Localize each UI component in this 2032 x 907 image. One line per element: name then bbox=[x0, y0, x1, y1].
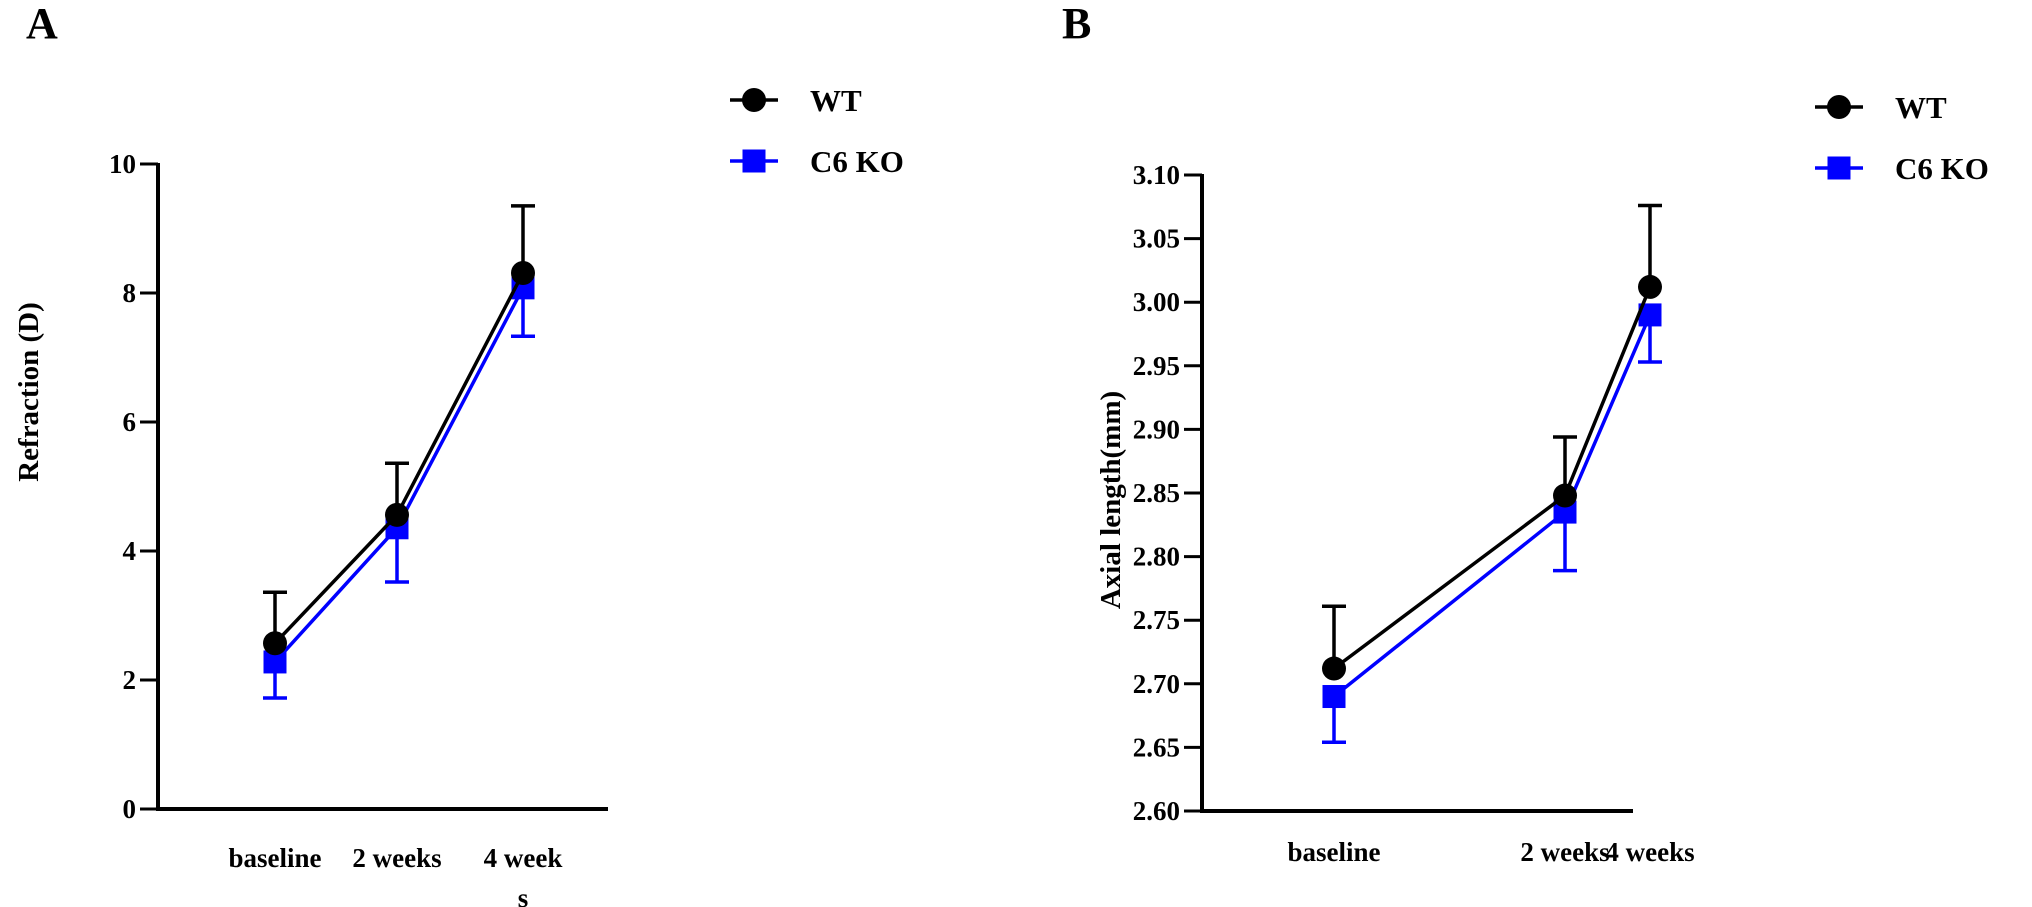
y-tick-label: 2.85 bbox=[1133, 478, 1180, 508]
legend-marker-square-icon bbox=[1827, 156, 1851, 180]
y-axis-title: Axial length(mm) bbox=[1095, 391, 1127, 609]
y-tick-label: 10 bbox=[109, 149, 136, 179]
panel-label-b: B bbox=[1062, 0, 1091, 48]
x-tick-label: 4 week bbox=[484, 843, 563, 873]
y-axis-title: Refraction (D) bbox=[13, 302, 45, 482]
data-point-wt bbox=[385, 502, 409, 527]
y-tick-label: 6 bbox=[123, 407, 137, 437]
y-tick-label: 2.80 bbox=[1133, 542, 1180, 572]
y-tick-label: 3.00 bbox=[1133, 287, 1180, 317]
legend-label: WT bbox=[1895, 90, 1947, 125]
y-tick-label: 8 bbox=[123, 278, 137, 308]
data-point-wt bbox=[263, 631, 287, 656]
data-point-c6-ko bbox=[1638, 303, 1662, 327]
y-tick-label: 2.90 bbox=[1133, 414, 1180, 444]
data-point-wt bbox=[1553, 483, 1577, 508]
x-tick-label: s bbox=[518, 883, 529, 907]
data-point-wt bbox=[1322, 656, 1346, 681]
y-tick-label: 2.60 bbox=[1133, 796, 1180, 826]
y-tick-label: 2 bbox=[123, 665, 137, 695]
data-point-wt bbox=[511, 261, 535, 286]
data-point-c6-ko bbox=[1553, 500, 1577, 524]
data-point-wt bbox=[1638, 274, 1662, 299]
y-tick-label: 2.65 bbox=[1133, 732, 1180, 762]
x-tick-label: 2 weeks bbox=[1520, 837, 1609, 867]
legend-marker-circle-icon bbox=[742, 88, 766, 112]
series-line-c6-ko bbox=[1332, 314, 1652, 698]
data-point-c6-ko bbox=[263, 650, 287, 674]
chart-a-refraction: 0 2 4 6 8 10 Refraction (D) baseline 2 weeks 4 we… bbox=[13, 83, 904, 907]
series-line-wt bbox=[1332, 286, 1652, 670]
x-tick-label: baseline bbox=[228, 843, 321, 873]
chart-b-axial-length: 2.60 2.65 2.70 2.75 2.80 2.85 2.90 2.95 3.00 3.05… bbox=[1095, 90, 1989, 867]
y-tick-label: 2.75 bbox=[1133, 605, 1180, 635]
y-tick-label: 3.05 bbox=[1133, 224, 1180, 254]
y-tick-label: 2.70 bbox=[1133, 669, 1180, 699]
series-line-wt bbox=[273, 272, 525, 645]
x-tick-label: 4 weeks bbox=[1605, 837, 1694, 867]
legend-label: C6 KO bbox=[1895, 151, 1989, 186]
x-tick-label: baseline bbox=[1287, 837, 1380, 867]
legend-label: WT bbox=[810, 83, 862, 118]
data-point-c6-ko bbox=[1322, 685, 1346, 709]
y-tick-label: 4 bbox=[123, 536, 137, 566]
y-tick-label: 2.95 bbox=[1133, 351, 1180, 381]
panel-label-a: A bbox=[26, 0, 58, 48]
legend-marker-square-icon bbox=[742, 149, 766, 173]
y-tick-label: 0 bbox=[123, 794, 137, 824]
legend-label: C6 KO bbox=[810, 144, 904, 179]
legend-marker-circle-icon bbox=[1827, 95, 1851, 119]
x-tick-label: 2 weeks bbox=[352, 843, 441, 873]
y-tick-label: 3.10 bbox=[1133, 160, 1180, 190]
